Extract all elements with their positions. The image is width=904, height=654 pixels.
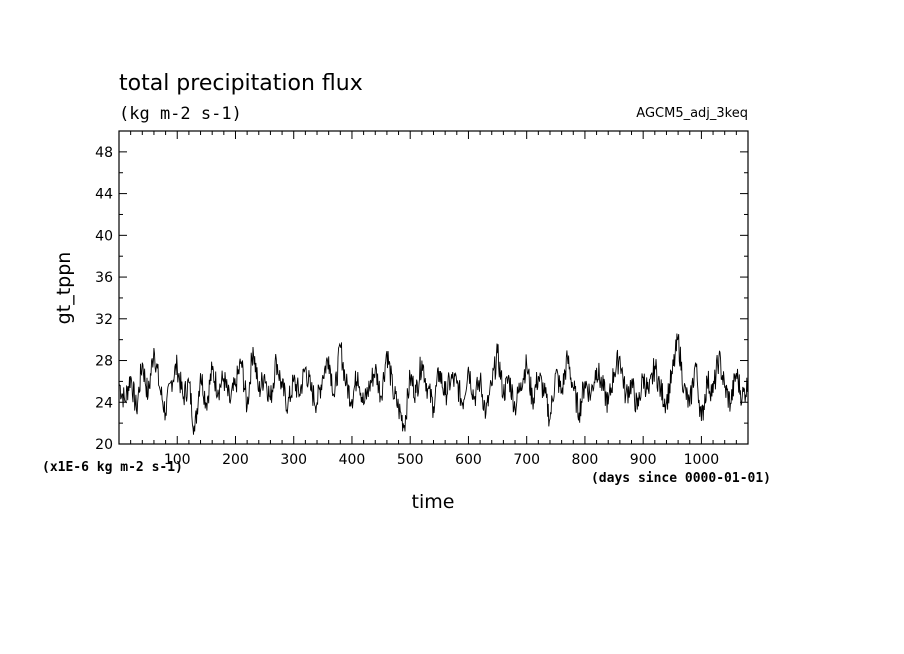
x-tick-label: 200 — [222, 452, 249, 468]
y-tick-label: 48 — [95, 145, 113, 161]
x-tick-label: 400 — [339, 452, 366, 468]
x-tick-label: 600 — [455, 452, 482, 468]
x-units-label: (days since 0000-01-01) — [591, 471, 771, 486]
x-tick-label: 100 — [164, 452, 191, 468]
y-tick-label: 36 — [95, 270, 113, 286]
x-tick-label: 1000 — [684, 452, 720, 468]
x-axis-ticks: 100 200 300 400 500 600 700 800 900 1000 — [130, 131, 749, 468]
y-axis-ticks: 20 24 28 32 36 40 44 48 — [95, 130, 748, 453]
x-tick-label: 500 — [397, 452, 424, 468]
y-tick-label: 28 — [95, 354, 113, 370]
y-tick-label: 32 — [95, 312, 113, 328]
y-units-label: (x1E-6 kg m-2 s-1) — [42, 460, 183, 475]
series-layer — [118, 333, 749, 435]
x-tick-label: 300 — [280, 452, 307, 468]
plot-frame — [118, 130, 749, 445]
y-tick-label: 40 — [95, 228, 113, 244]
x-tick-label: 800 — [572, 452, 599, 468]
x-tick-label: 900 — [630, 452, 657, 468]
chart-subtitle: (kg m-2 s-1) — [119, 104, 242, 124]
y-tick-label: 20 — [95, 437, 113, 453]
y-tick-label: 44 — [95, 187, 113, 203]
chart-title: total precipitation flux — [119, 71, 363, 96]
x-tick-label: 700 — [513, 452, 540, 468]
series-line — [118, 333, 749, 435]
x-axis-label: time — [412, 491, 455, 513]
y-tick-label: 24 — [95, 395, 113, 411]
run-label: AGCM5_adj_3keq — [636, 106, 748, 121]
y-axis-label: gt_tppn — [53, 252, 75, 325]
